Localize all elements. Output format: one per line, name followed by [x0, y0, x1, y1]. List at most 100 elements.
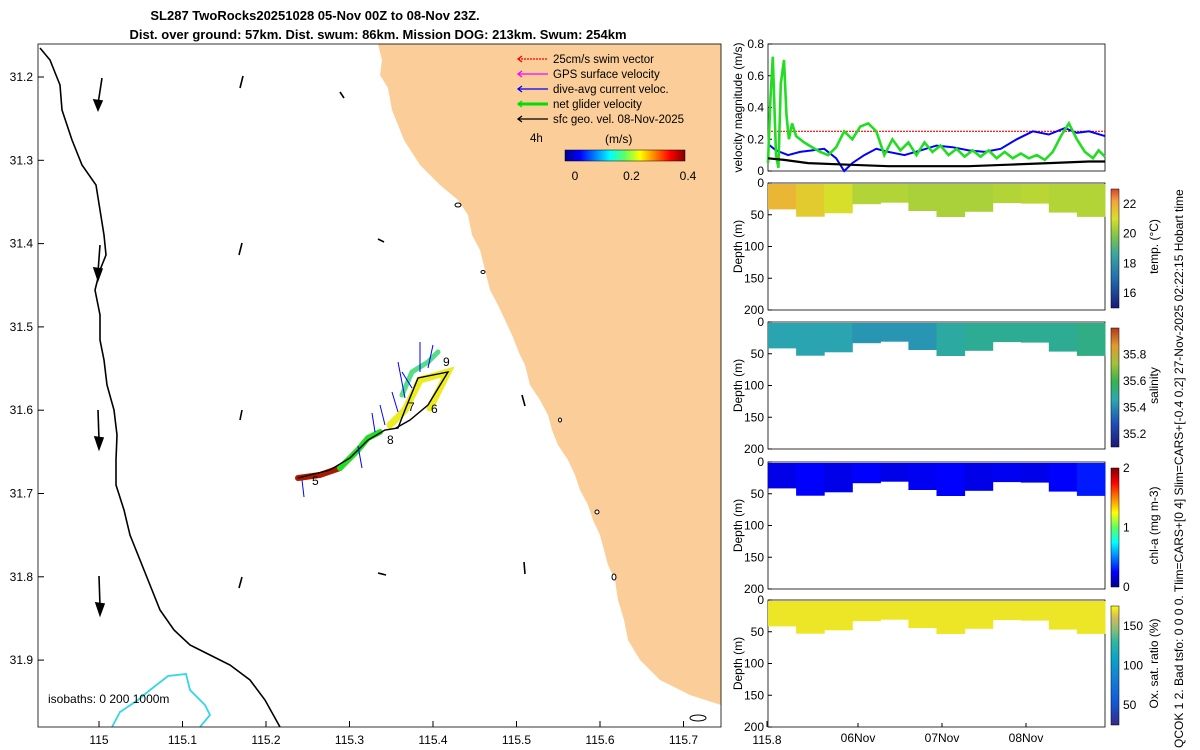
section-y-tick-label: 50	[751, 625, 765, 639]
section-y-tick-label: 50	[751, 208, 765, 222]
map-frame	[37, 43, 722, 728]
land-mass	[378, 44, 721, 705]
colorbar-tick-label: 150	[1123, 619, 1143, 633]
map-y-tick-label: 31.6	[10, 403, 34, 417]
isobath-contour	[111, 673, 212, 727]
section-y-tick-label: 0	[757, 176, 764, 190]
legend-arrowhead	[516, 85, 523, 93]
section-cell	[824, 184, 853, 214]
colorbar-title: (m/s)	[605, 132, 632, 146]
map-x-tick-label: 115	[89, 733, 108, 747]
geo-vector-head	[94, 602, 106, 618]
section-cell	[1048, 323, 1078, 352]
section-y-tick-label: 0	[757, 455, 764, 469]
section-cell	[964, 323, 994, 351]
section-cell	[1076, 601, 1106, 634]
section-cell	[852, 601, 881, 622]
section-cell	[1076, 463, 1106, 496]
colorbar-label: chl-a (mg m-3)	[1147, 486, 1161, 564]
section-colorbar	[1110, 605, 1120, 726]
geo-vector	[239, 75, 244, 89]
island	[689, 714, 707, 722]
section-cell	[992, 601, 1022, 621]
current-vector	[397, 361, 406, 399]
island	[480, 270, 486, 274]
section-cell	[1020, 601, 1050, 621]
colorbar-tick-label: 20	[1123, 227, 1137, 241]
geo-vector	[339, 91, 345, 99]
section-cell	[768, 601, 797, 627]
current-vector	[357, 445, 363, 469]
current-vector	[427, 344, 434, 369]
section-cell	[964, 463, 994, 491]
geo-vector-head	[93, 436, 105, 452]
track-label: 6	[431, 402, 438, 416]
section-cell	[936, 184, 966, 217]
colorbar-label: salinity	[1147, 367, 1161, 404]
section-cell	[824, 601, 853, 631]
section-y-tick-label: 200	[744, 303, 764, 317]
section-y-tick-label: 200	[744, 582, 764, 596]
colorbar-tick-label: 0	[1123, 580, 1130, 594]
map-y-tick-label: 31.4	[10, 237, 34, 251]
colorbar-tick-label: 16	[1123, 286, 1137, 300]
map-x-tick-label: 115.3	[335, 733, 364, 747]
section-cell	[796, 323, 825, 356]
legend-entry: net glider velocity	[553, 99, 642, 111]
colorbar-tick-label: 50	[1123, 698, 1137, 712]
section-y-tick-label: 150	[744, 688, 764, 702]
time-x-tick-label: 06Nov	[841, 731, 876, 745]
section-cell	[992, 323, 1022, 343]
section-cell	[992, 184, 1022, 204]
geo-vector-head	[92, 267, 104, 283]
map-y-tick-label: 31.7	[10, 487, 34, 501]
geo-vector	[97, 77, 103, 105]
velocity-y-tick-label: 0.6	[747, 69, 764, 83]
section-cell	[936, 323, 966, 356]
section-cell	[908, 323, 937, 350]
section-cell	[1020, 323, 1050, 343]
title-line-1: SL287 TwoRocks20251028 05-Nov 00Z to 08-…	[150, 8, 479, 23]
section-cell	[880, 323, 909, 342]
island	[611, 573, 617, 581]
time-x-tick-label: 07Nov	[925, 731, 960, 745]
side-note: QCOK 1 2. Bad tsfo: 0 0 0 0. Tlim=CARS+[…	[1172, 189, 1186, 748]
section-y-tick-label: 100	[744, 379, 764, 393]
geo-vector-head	[92, 99, 104, 113]
legend-entry: GPS surface velocity	[553, 69, 660, 81]
section-cell	[768, 463, 797, 489]
track-segment-7	[386, 366, 455, 429]
map-y-tick-label: 31.5	[10, 320, 34, 334]
island	[594, 509, 600, 515]
legend-entry: dive-avg current veloc.	[553, 84, 669, 96]
colorbar-tick-label: 0.2	[623, 169, 640, 183]
section-panel-2: Depth (m) 0 50 100 150 200 0 1 2 chl-a (mg m-3)	[731, 455, 1161, 596]
current-vector	[401, 371, 413, 389]
map-x-tick-label: 115.1	[168, 733, 197, 747]
section-y-tick-label: 100	[744, 519, 764, 533]
map-x-tick-label: 115.5	[502, 733, 531, 747]
title-line-2: Dist. over ground: 57km. Dist. swum: 86k…	[129, 27, 626, 42]
legend-arrowhead	[516, 70, 523, 78]
section-colorbar	[1110, 188, 1120, 309]
section-cell	[796, 184, 825, 217]
geostrophic-vector-field	[92, 75, 526, 618]
map-x-tick-label: 115.7	[669, 733, 698, 747]
section-y-tick-label: 150	[744, 271, 764, 285]
colorbar-label: temp. (°C)	[1147, 219, 1161, 274]
colorbar-label: Ox. sat. ratio (%)	[1147, 618, 1161, 708]
geo-vector	[521, 394, 526, 407]
section-cell	[1048, 601, 1078, 630]
island	[558, 417, 562, 423]
map-y-tick-label: 31.8	[10, 570, 34, 584]
colorbar-tick-label: 18	[1123, 256, 1137, 270]
map-legend: 25cm/s swim vector GPS surface velocity di…	[516, 54, 697, 183]
section-y-tick-label: 200	[744, 720, 764, 734]
velocity-series-1	[767, 127, 1106, 173]
section-cell	[852, 184, 881, 205]
section-y-tick-label: 50	[751, 347, 765, 361]
velocity-y-tick-label: 0.2	[747, 132, 764, 146]
